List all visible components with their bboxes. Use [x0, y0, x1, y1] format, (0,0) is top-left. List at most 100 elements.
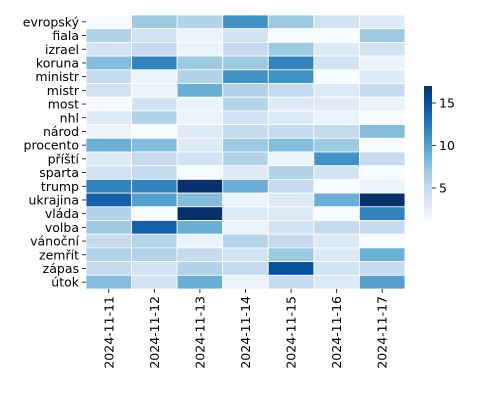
heatmap-cell	[222, 110, 269, 126]
y-tick-label: sparta	[39, 165, 79, 180]
heatmap-cell	[267, 83, 315, 98]
heatmap-cell	[85, 28, 132, 43]
heatmap-cell	[131, 220, 178, 235]
heatmap-cell	[85, 247, 132, 262]
heatmap-cell	[85, 165, 132, 180]
heatmap-cell	[267, 42, 315, 57]
heatmap-cell	[131, 233, 178, 249]
heatmap-cell	[176, 178, 224, 194]
heatmap-cell	[267, 124, 315, 139]
heatmap-cell	[313, 28, 360, 43]
heatmap-cell	[176, 14, 224, 30]
heatmap-cell	[359, 165, 406, 180]
y-tick-label: volba	[45, 220, 79, 235]
heatmap-cell	[131, 261, 178, 276]
y-tick-label: vánoční	[30, 234, 79, 249]
heatmap-cell	[222, 124, 269, 139]
heatmap-cell	[131, 42, 178, 57]
heatmap-cell	[267, 110, 315, 126]
heatmap-cell	[85, 206, 132, 221]
heatmap-cell	[85, 14, 132, 30]
heatmap-cell	[313, 220, 360, 235]
heatmap-cell	[313, 83, 360, 98]
heatmap-cell	[131, 178, 178, 194]
heatmap-cell	[267, 55, 315, 71]
heatmap-cell	[359, 151, 406, 167]
heatmap-cell	[359, 178, 406, 194]
y-tick-label: zemřít	[39, 247, 79, 262]
y-tick-label: vláda	[45, 206, 79, 221]
heatmap-cell	[313, 178, 360, 194]
heatmap-cell	[131, 192, 178, 208]
heatmap-cell	[131, 151, 178, 167]
x-tick-label: 2024-11-16	[329, 296, 344, 369]
x-tick-labels: 2024-11-11 2024-11-12 2024-11-13 2024-11-14…	[101, 289, 390, 369]
heatmap-cell	[176, 110, 224, 126]
y-tick-label: koruna	[36, 55, 79, 70]
heatmap-cell	[176, 124, 224, 139]
heatmap-cell	[85, 55, 132, 71]
heatmap-cell	[359, 42, 406, 57]
heatmap-cell	[85, 274, 132, 290]
heatmap-cell	[222, 83, 269, 98]
y-tick-label: most	[48, 97, 79, 112]
y-tick-label: evropský	[23, 14, 80, 29]
heatmap-cell	[131, 69, 178, 84]
heatmap-cell	[359, 55, 406, 71]
colorbar-tick-label: 5	[439, 181, 447, 196]
heatmap-cell	[222, 42, 269, 57]
heatmap-cell	[359, 137, 406, 153]
heatmap-cell	[85, 124, 132, 139]
heatmap-cell	[267, 151, 315, 167]
heatmap-cell	[267, 28, 315, 43]
heatmap-cell	[131, 110, 178, 126]
heatmap-cell	[313, 55, 360, 71]
heatmap-cell	[313, 206, 360, 221]
heatmap-cell	[359, 206, 406, 221]
heatmap-cell	[176, 69, 224, 84]
heatmap-cell	[313, 69, 360, 84]
heatmap-cell	[176, 42, 224, 57]
heatmap-cell	[176, 96, 224, 112]
heatmap-cell	[359, 28, 406, 43]
heatmap-cell	[359, 247, 406, 262]
y-tick-label: trump	[41, 179, 79, 194]
heatmap-cell	[131, 124, 178, 139]
heatmap-cell	[222, 137, 269, 153]
heatmap-cell	[359, 14, 406, 30]
heatmap-cell	[131, 274, 178, 290]
heatmap-cell	[313, 274, 360, 290]
heatmap-cell	[85, 69, 132, 84]
heatmap-cell	[176, 233, 224, 249]
heatmap-cell	[267, 274, 315, 290]
heatmap-cell	[267, 96, 315, 112]
y-tick-label: nhl	[60, 110, 79, 125]
heatmap-cell	[222, 96, 269, 112]
heatmap-cell	[267, 165, 315, 180]
heatmap-cell	[85, 261, 132, 276]
heatmap-cell	[267, 14, 315, 30]
heatmap-cell	[222, 247, 269, 262]
colorbar-tick-label: 10	[439, 138, 455, 153]
heatmap-cell	[267, 192, 315, 208]
colorbar: 5 10 15	[424, 86, 455, 222]
heatmap-cell	[85, 96, 132, 112]
heatmap-cell	[222, 28, 269, 43]
heatmap-cell	[176, 28, 224, 43]
heatmap-cell	[313, 233, 360, 249]
heatmap-cell	[359, 83, 406, 98]
heatmap-cell	[359, 261, 406, 276]
heatmap-cell	[176, 206, 224, 221]
heatmap-cell	[313, 261, 360, 276]
heatmap-cell	[85, 42, 132, 57]
heatmap-cell	[267, 247, 315, 262]
y-tick-label: ukrajina	[29, 192, 80, 207]
heatmap-cell	[267, 69, 315, 84]
heatmap-cell	[313, 247, 360, 262]
y-tick-label: útok	[51, 275, 79, 290]
heatmap-cell	[131, 83, 178, 98]
heatmap-cell	[313, 42, 360, 57]
heatmap-cell	[176, 192, 224, 208]
heatmap-cell	[222, 151, 269, 167]
y-tick-label: procento	[24, 138, 79, 153]
